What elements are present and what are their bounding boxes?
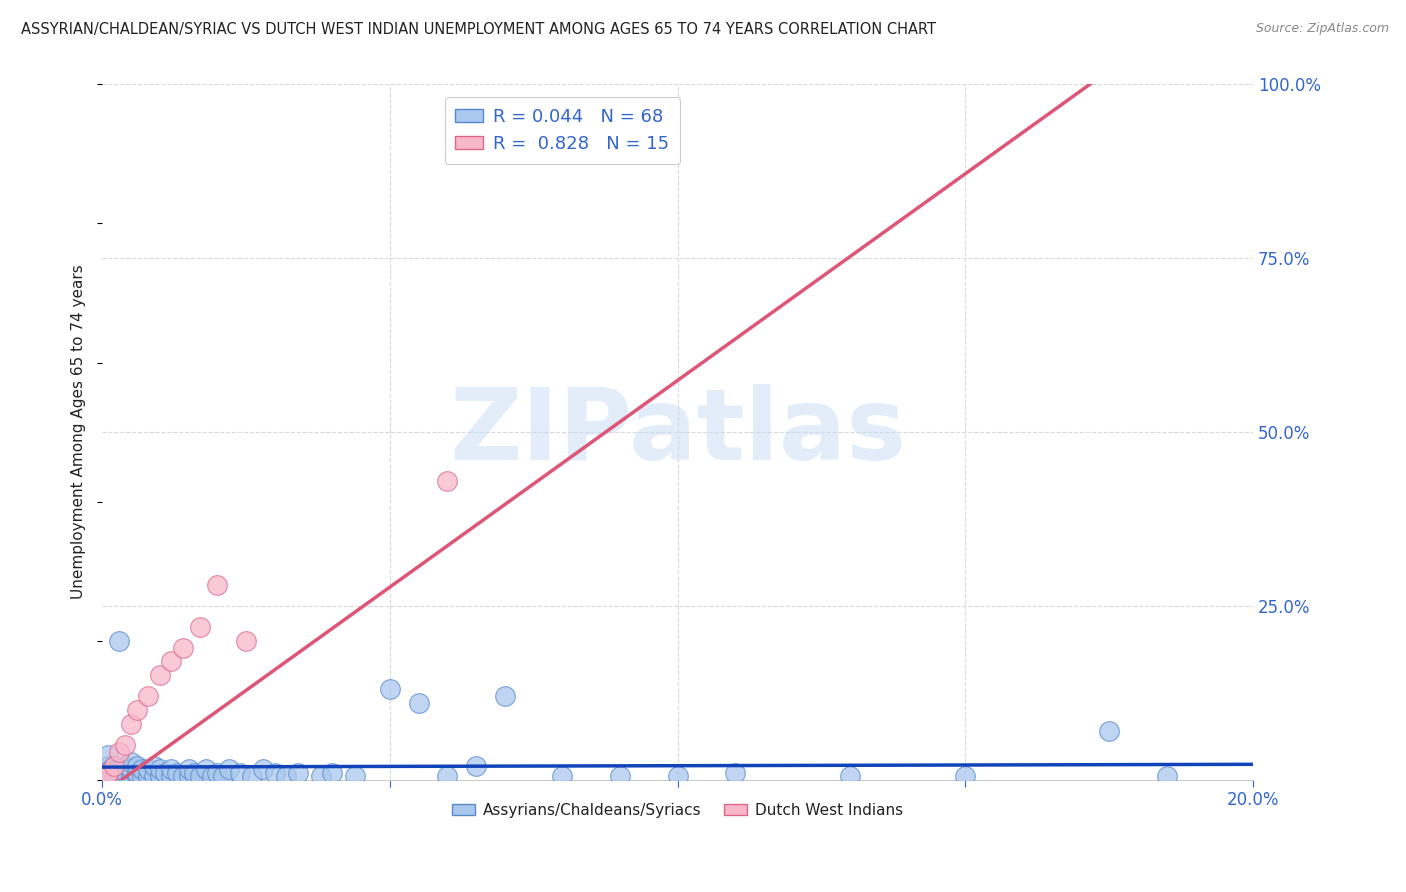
Point <box>321 765 343 780</box>
Point <box>724 765 747 780</box>
Point <box>103 765 125 780</box>
Point <box>207 765 229 780</box>
Y-axis label: Unemployment Among Ages 65 to 74 years: Unemployment Among Ages 65 to 74 years <box>72 265 86 599</box>
Point <box>194 762 217 776</box>
Point <box>252 762 274 776</box>
Point <box>200 769 222 783</box>
Point <box>276 769 298 783</box>
Point <box>97 765 120 780</box>
Point <box>177 762 200 776</box>
Point <box>108 769 131 783</box>
Point <box>149 668 172 682</box>
Point <box>136 762 159 776</box>
Point <box>96 769 118 783</box>
Point <box>125 703 148 717</box>
Point <box>551 769 574 783</box>
Point <box>240 769 263 783</box>
Point <box>666 769 689 783</box>
Text: Source: ZipAtlas.com: Source: ZipAtlas.com <box>1256 22 1389 36</box>
Point <box>131 762 153 776</box>
Point <box>229 765 252 780</box>
Point <box>155 765 177 780</box>
Point <box>207 578 229 592</box>
Point <box>177 769 200 783</box>
Point <box>172 640 194 655</box>
Point <box>160 769 183 783</box>
Point <box>136 689 159 703</box>
Point <box>111 765 134 780</box>
Point <box>114 738 136 752</box>
Point <box>103 758 125 772</box>
Point <box>120 756 142 770</box>
Point <box>103 769 125 783</box>
Point <box>160 762 183 776</box>
Point <box>436 769 458 783</box>
Point <box>160 655 183 669</box>
Point <box>609 769 631 783</box>
Point <box>104 765 127 780</box>
Point <box>263 765 285 780</box>
Point <box>100 762 122 776</box>
Point <box>114 758 136 772</box>
Point <box>125 758 148 772</box>
Point <box>1098 723 1121 738</box>
Point <box>166 765 188 780</box>
Point <box>120 769 142 783</box>
Point <box>114 769 136 783</box>
Point <box>183 765 205 780</box>
Point <box>98 765 121 780</box>
Point <box>344 769 367 783</box>
Point <box>120 762 142 776</box>
Point <box>212 769 235 783</box>
Point <box>108 745 131 759</box>
Point <box>408 696 430 710</box>
Point <box>143 769 166 783</box>
Point <box>172 769 194 783</box>
Point <box>188 620 211 634</box>
Point <box>125 769 148 783</box>
Point <box>97 748 120 763</box>
Point <box>115 765 138 780</box>
Point <box>96 765 118 780</box>
Point <box>136 769 159 783</box>
Point <box>378 682 401 697</box>
Point <box>108 762 131 776</box>
Point <box>105 762 128 776</box>
Point <box>309 769 332 783</box>
Point <box>149 762 172 776</box>
Point <box>436 474 458 488</box>
Point <box>131 769 153 783</box>
Point <box>218 762 240 776</box>
Point <box>125 765 148 780</box>
Point <box>110 769 132 783</box>
Point <box>839 769 862 783</box>
Point <box>143 758 166 772</box>
Point <box>287 765 309 780</box>
Point <box>97 758 120 772</box>
Point <box>108 633 131 648</box>
Text: ASSYRIAN/CHALDEAN/SYRIAC VS DUTCH WEST INDIAN UNEMPLOYMENT AMONG AGES 65 TO 74 Y: ASSYRIAN/CHALDEAN/SYRIAC VS DUTCH WEST I… <box>21 22 936 37</box>
Point <box>1156 769 1178 783</box>
Point <box>188 769 211 783</box>
Legend: Assyrians/Chaldeans/Syriacs, Dutch West Indians: Assyrians/Chaldeans/Syriacs, Dutch West … <box>446 797 910 824</box>
Point <box>103 758 125 772</box>
Point <box>149 769 172 783</box>
Point <box>465 758 488 772</box>
Point <box>235 633 257 648</box>
Point <box>953 769 976 783</box>
Point <box>494 689 516 703</box>
Point <box>120 717 142 731</box>
Text: ZIPatlas: ZIPatlas <box>449 384 905 481</box>
